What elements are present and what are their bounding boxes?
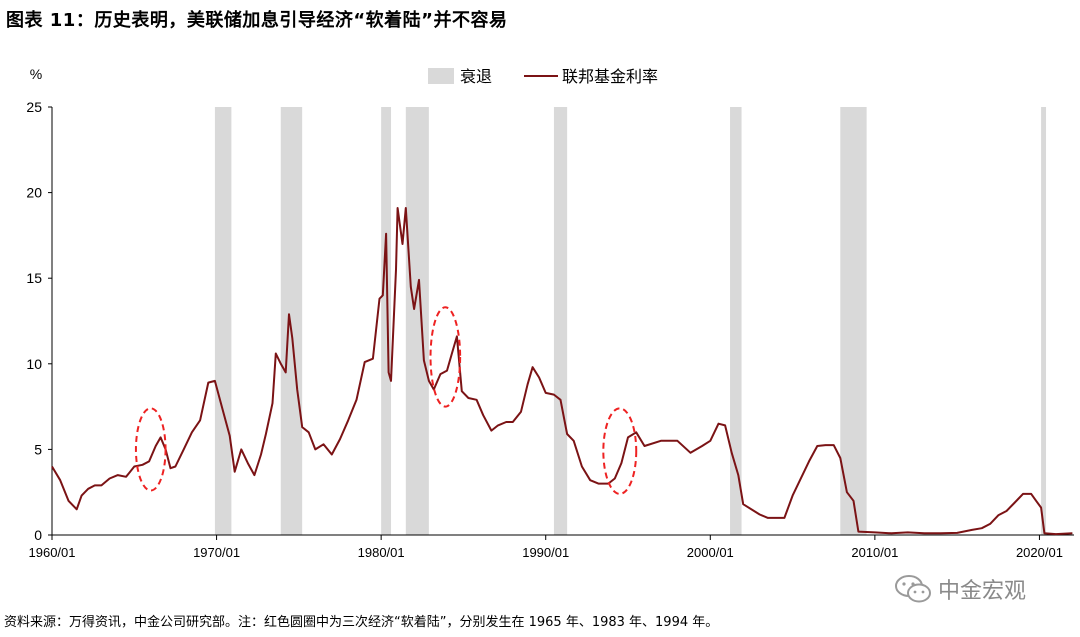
x-tick-label-1980: 1980/01: [358, 545, 405, 560]
wechat-icon: [895, 575, 931, 603]
y-tick-label-25: 25: [26, 99, 42, 115]
source-note: 资料来源：万得资讯，中金公司研究部。注：红色圆圈中为三次经济“软着陆”，分别发生…: [4, 615, 719, 630]
y-tick-label-10: 10: [26, 356, 42, 372]
y-tick-label-15: 15: [26, 270, 42, 286]
legend-recession-swatch: [428, 68, 454, 84]
recession-band-2: [381, 107, 392, 535]
legend-recession-label: 衰退: [460, 68, 492, 86]
soft-landing-circles: [134, 306, 638, 495]
soft-landing-circle-1994: [602, 407, 638, 495]
recession-band-3: [405, 107, 429, 535]
x-tick-label-1970: 1970/01: [193, 545, 240, 560]
y-tick-label-20: 20: [26, 185, 42, 201]
recession-bands: [214, 107, 1047, 535]
axes: 0 5 10 15 20 25 1960/01 1970/01 1980/01 1990/01 20…: [26, 99, 1074, 560]
recession-band-1: [280, 107, 303, 535]
x-tick-label-1960: 1960/01: [29, 545, 76, 560]
recession-band-0: [214, 107, 232, 535]
x-tick-label-2010: 2010/01: [851, 545, 898, 560]
recession-band-4: [553, 107, 568, 535]
recession-band-6: [840, 107, 867, 535]
x-tick-label-2020: 2020/01: [1016, 545, 1063, 560]
watermark: 中金宏观: [894, 573, 1026, 605]
series-lines: [51, 207, 1073, 536]
soft-landing-circle-1983: [429, 306, 462, 408]
x-tick-label-2000: 2000/01: [687, 545, 734, 560]
soft-landing-circle-1965: [134, 407, 167, 492]
x-tick-label-1990: 1990/01: [522, 545, 569, 560]
series-line-0: [51, 207, 1073, 536]
y-axis-unit-label: %: [30, 66, 42, 82]
y-tick-label-0: 0: [34, 527, 42, 543]
y-tick-label-5: 5: [34, 441, 42, 457]
legend-series-label: 联邦基金利率: [562, 68, 658, 86]
recession-band-7: [1041, 107, 1047, 535]
fed-funds-rate-chart: 0 5 10 15 20 25 1960/01 1970/01 1980/01 1990/01 20…: [26, 66, 1074, 560]
recession-band-5: [730, 107, 742, 535]
watermark-text: 中金宏观: [938, 579, 1027, 604]
legend: 衰退 联邦基金利率: [428, 68, 658, 86]
page-title: 图表 11：历史表明，美联储加息引导经济“软着陆”并不容易: [6, 10, 508, 31]
